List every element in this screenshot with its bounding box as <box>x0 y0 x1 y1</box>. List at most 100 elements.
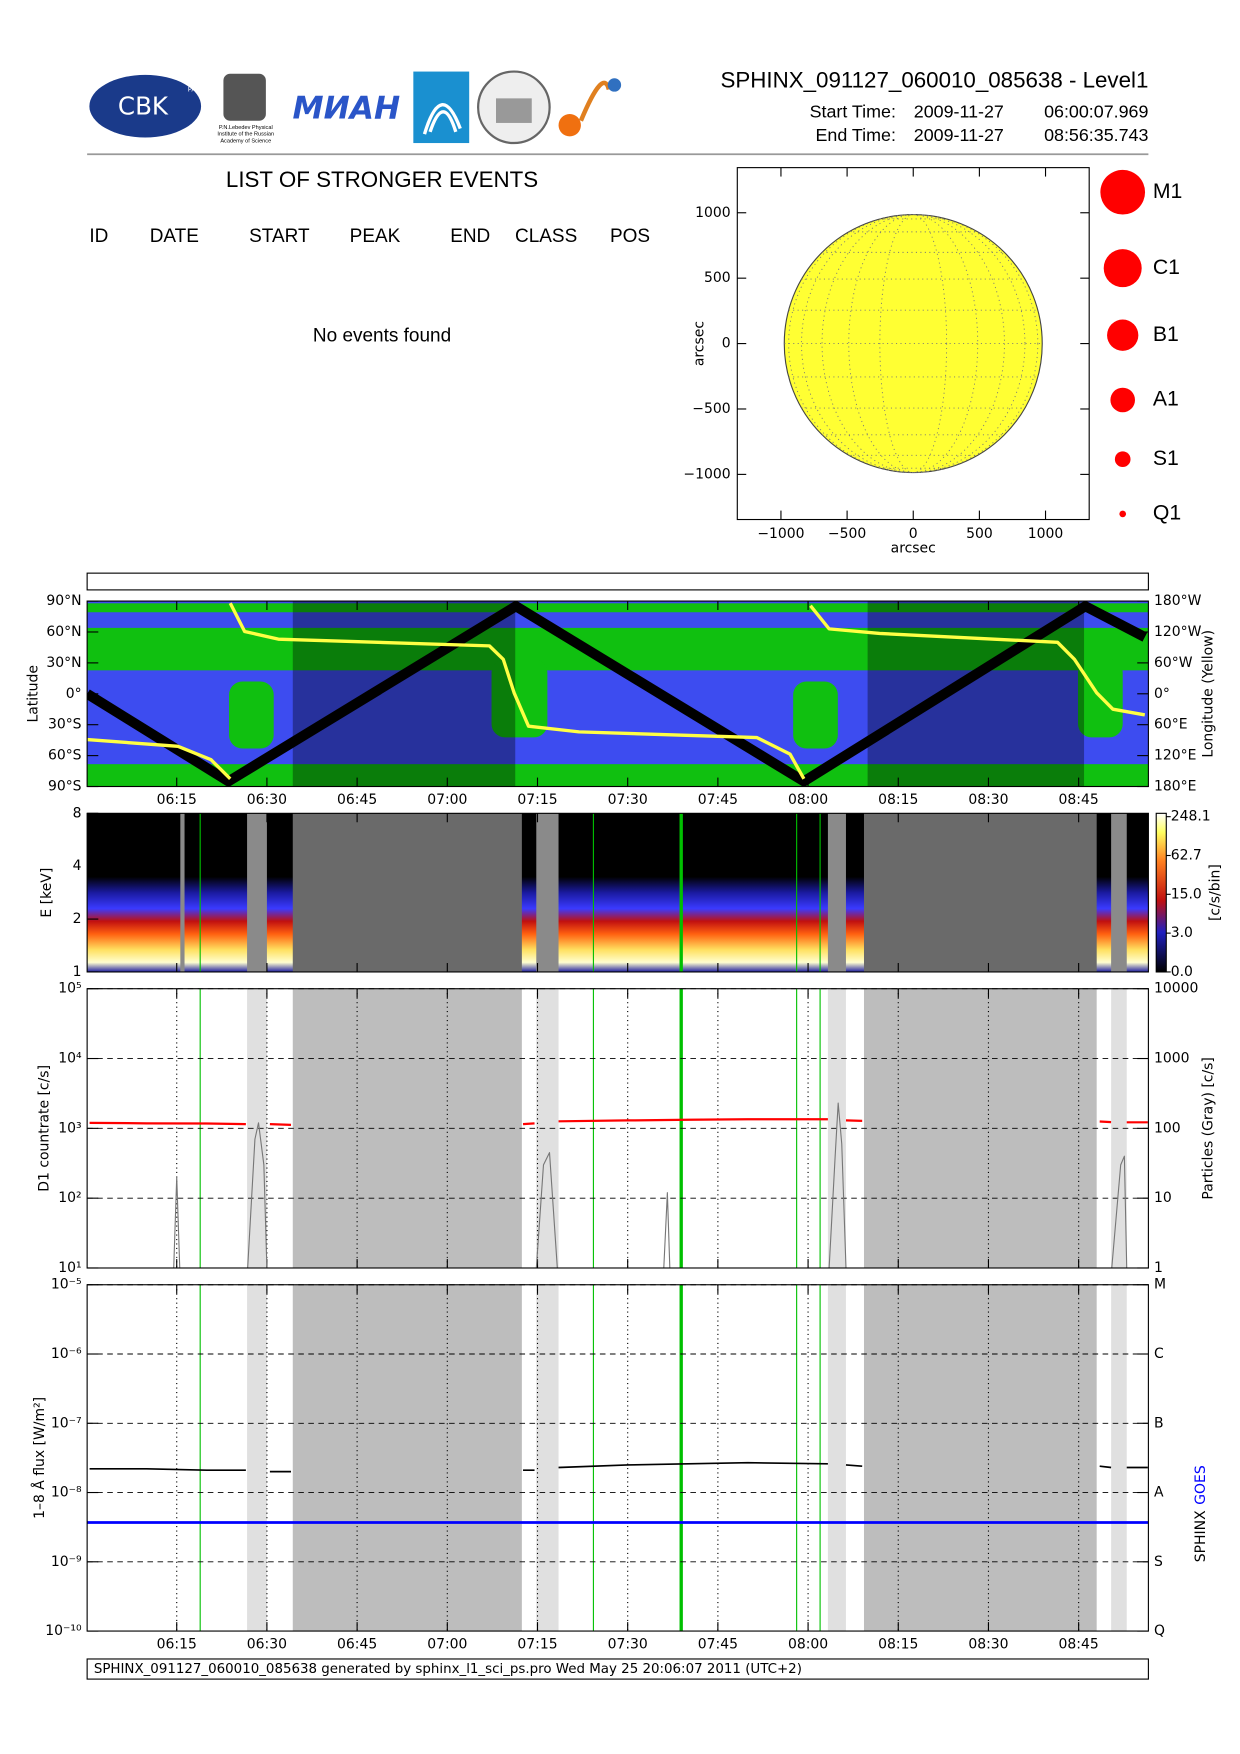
y2-tick-label: Q <box>1154 1623 1165 1639</box>
cbk-text: CBK <box>118 91 169 120</box>
y-tick-label: 2 <box>73 911 82 927</box>
events-column: POS <box>610 226 650 247</box>
y2-tick-label: C <box>1154 1346 1164 1362</box>
land <box>793 681 838 749</box>
x-axis-label: arcsec <box>891 541 936 557</box>
y-axis-label: 1–8 Å flux [W/m²] <box>31 1397 48 1519</box>
sun-meridian <box>821 214 1005 474</box>
series-line <box>173 1102 1128 1268</box>
y2-tick-label: 120°W <box>1154 624 1202 640</box>
fian-arc <box>422 103 462 135</box>
sun-meridian <box>879 214 948 474</box>
x-tick-label: 08:30 <box>968 792 1008 808</box>
x-tick-label: 07:00 <box>427 1636 467 1652</box>
light-gap <box>180 813 185 972</box>
y2-axis-label: SPHINX GOES <box>1193 1465 1209 1562</box>
events-column: ID <box>89 226 108 247</box>
cbk-sub: PAN <box>188 85 201 93</box>
y2-tick-label: 60°E <box>1154 717 1188 733</box>
seal-building <box>496 98 532 123</box>
y2-axis-label: Particles (Gray) [c/s] <box>1201 1057 1217 1199</box>
series-line <box>89 1461 1148 1473</box>
y-tick-label: 10³ <box>58 1120 81 1136</box>
class-marker <box>1119 510 1127 518</box>
y2-tick-label: 180°W <box>1154 593 1202 609</box>
panel-frame <box>86 1284 1149 1632</box>
y-tick-label: 90°S <box>48 779 82 795</box>
events-column: START <box>249 226 310 247</box>
light-gap <box>827 1284 846 1632</box>
land <box>491 659 548 738</box>
colorbar-tick-label: 248.1 <box>1171 809 1211 825</box>
y2-tick-label: 100 <box>1154 1120 1181 1136</box>
light-gap <box>247 1284 267 1632</box>
x-tick-label: 08:15 <box>878 1636 918 1652</box>
events-column: DATE <box>150 226 199 247</box>
dark-gap <box>292 813 522 972</box>
y-tick-label: 60°N <box>46 624 81 640</box>
sun-logo <box>558 114 581 137</box>
start-label: Start Time: <box>810 102 896 122</box>
x-tick-label: 08:15 <box>878 792 918 808</box>
land <box>229 681 274 749</box>
y-tick-label: 1 <box>73 964 82 980</box>
sun-logo-dot <box>607 78 622 92</box>
x-tick-label: 08:30 <box>968 1636 1008 1652</box>
sun-meridian <box>848 214 979 474</box>
x-tick-label: 08:45 <box>1059 792 1099 808</box>
y-axis-label: E [keV] <box>39 868 55 918</box>
end-time: 08:56:35.743 <box>1044 125 1148 145</box>
y2-axis-label: Longitude (Yellow) <box>1201 630 1217 758</box>
report-title: SPHINX_091127_060010_085638 - Level1 <box>721 68 1149 93</box>
y-tick-label: 10⁻⁸ <box>51 1485 82 1501</box>
class-label: M1 <box>1153 180 1182 203</box>
x-tick-label: −500 <box>828 526 866 542</box>
lebedev-portrait <box>223 73 266 121</box>
dark-gap <box>292 988 522 1268</box>
empty-bar <box>86 572 1149 591</box>
series-line <box>87 602 1146 780</box>
y2-tick-label: 10 <box>1154 1190 1172 1206</box>
y-axis-label: Latitude <box>26 665 42 722</box>
lebedev-text: P.N.Lebedev Physical <box>219 125 273 131</box>
y-tick-label: 90°N <box>46 593 81 609</box>
x-tick-label: 06:45 <box>337 792 377 808</box>
light-gap <box>536 1284 559 1632</box>
y-tick-label: 10⁴ <box>58 1051 82 1067</box>
class-label: S1 <box>1153 447 1179 470</box>
x-tick-label: 07:00 <box>427 792 467 808</box>
y-axis-label: D1 countrate [c/s] <box>37 1065 53 1192</box>
lebedev-text: Academy of Science <box>220 138 271 144</box>
sun-meridian <box>788 214 1039 474</box>
y2-label-part: GOES <box>1193 1465 1209 1505</box>
y-tick-label: 0° <box>66 686 82 702</box>
mian-logo: МИАН <box>292 91 400 127</box>
light-gap <box>827 813 846 972</box>
events-title: LIST OF STRONGER EVENTS <box>226 167 538 192</box>
land-band <box>87 603 1149 613</box>
class-marker <box>1107 319 1139 351</box>
light-gap <box>536 813 559 972</box>
events-column: PEAK <box>350 226 401 247</box>
x-tick-label: 07:15 <box>517 792 557 808</box>
class-marker <box>1114 451 1131 468</box>
dark-gap <box>863 813 1097 972</box>
y2-tick-label: S <box>1154 1554 1163 1570</box>
y-tick-label: 10¹ <box>58 1260 81 1276</box>
x-tick-label: 07:30 <box>608 792 648 808</box>
y-tick-label: 1000 <box>695 205 731 221</box>
series-line <box>89 1118 1148 1127</box>
y-tick-label: −1000 <box>683 466 730 482</box>
x-tick-label: 0 <box>909 526 918 542</box>
y-tick-label: 10⁻⁹ <box>51 1554 82 1570</box>
x-tick-label: 06:15 <box>157 792 197 808</box>
y2-tick-label: 120°E <box>1154 748 1196 764</box>
logos: CBK PAN P.N.Lebedev Physical Institute o… <box>89 70 622 144</box>
y-tick-label: 10² <box>58 1190 81 1206</box>
y-tick-label: 30°N <box>46 655 81 671</box>
y2-tick-label: 60°W <box>1154 655 1193 671</box>
x-tick-label: 07:45 <box>698 792 738 808</box>
colorbar-tick-label: 0.0 <box>1171 964 1193 980</box>
start-time: 06:00:07.969 <box>1044 102 1148 122</box>
light-gap <box>1111 813 1127 972</box>
